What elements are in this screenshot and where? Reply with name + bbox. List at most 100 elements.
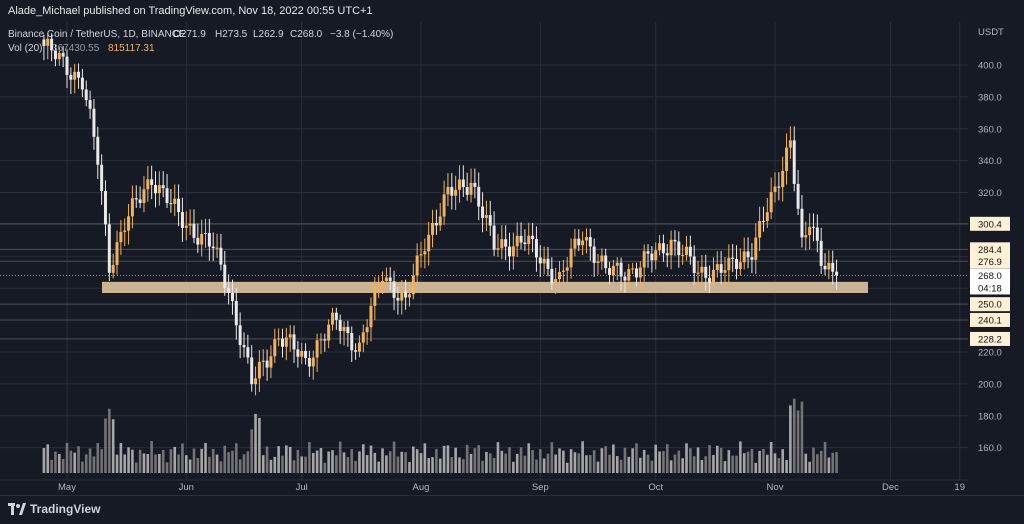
candle-body <box>377 285 381 287</box>
candle-body <box>688 246 692 257</box>
volume-bar <box>450 457 454 473</box>
candle-body <box>304 350 308 359</box>
volume-bar <box>381 448 384 473</box>
volume-bar <box>789 405 792 473</box>
volume-bars <box>42 398 838 473</box>
candle-body <box>254 378 258 385</box>
volume-bar <box>812 447 815 473</box>
candle-body <box>46 38 50 46</box>
volume-bar <box>758 450 761 473</box>
candle-body <box>654 250 658 261</box>
candle-body <box>742 251 746 263</box>
volume-bar <box>646 454 650 473</box>
candle-body <box>542 258 546 264</box>
candle-body <box>511 246 515 257</box>
y-tick-label: 340.0 <box>978 156 1002 167</box>
volume-bar <box>508 447 511 473</box>
candle-body <box>315 340 319 358</box>
volume-bar <box>188 459 192 473</box>
volume-bar <box>138 449 142 473</box>
last-price-text: 268.0 <box>978 271 1002 282</box>
volume-bar <box>292 460 296 473</box>
candle-body <box>346 326 350 333</box>
candle-body <box>746 251 750 258</box>
volume-bar <box>242 454 246 473</box>
volume-bar <box>277 446 280 473</box>
volume-bar <box>704 456 708 473</box>
volume-bar <box>419 453 423 473</box>
volume-bar <box>492 457 496 473</box>
candle-body <box>638 267 642 278</box>
last-price-tag <box>970 268 1010 295</box>
candle-body <box>138 199 142 203</box>
volume-bar <box>577 453 581 473</box>
candle-body <box>296 349 300 357</box>
volume-bar <box>481 460 484 473</box>
volume-bar <box>427 458 430 473</box>
volume-bar <box>261 455 265 473</box>
candle-body <box>184 225 188 228</box>
candle-body <box>73 71 77 80</box>
price-level-tag-text: 300.4 <box>978 219 1002 230</box>
support-zone <box>102 281 868 294</box>
candle-body <box>381 280 385 286</box>
volume-bar <box>642 449 646 473</box>
candle-body <box>69 74 73 80</box>
candle-body <box>769 191 773 213</box>
candle-body <box>219 247 223 265</box>
volume-bar <box>504 453 507 473</box>
candle-body <box>323 339 327 341</box>
volume-bar <box>104 418 107 473</box>
price-level-tag <box>970 331 1010 346</box>
ohlc-legend: Binance Coin / TetherUS, 1D, BINANCE O27… <box>8 29 393 54</box>
volume-bar <box>358 451 361 473</box>
price-level-tag-text: 250.0 <box>978 300 1002 311</box>
candle-body <box>284 337 288 347</box>
candle-body <box>738 262 742 270</box>
volume-bar <box>658 451 661 473</box>
volume-bar <box>319 448 323 473</box>
candle-body <box>519 235 523 243</box>
volume-bar <box>265 446 269 473</box>
volume-bar <box>100 449 103 473</box>
candle-body <box>404 291 408 298</box>
volume-bar <box>766 454 769 473</box>
volume-bar <box>296 449 300 473</box>
volume-bar <box>42 448 46 473</box>
candle-body <box>488 215 492 226</box>
candle-body <box>665 253 669 256</box>
volume-bar <box>161 450 165 473</box>
volume-bar <box>623 447 627 473</box>
candle-body <box>65 56 69 75</box>
candle-body <box>815 227 819 241</box>
candle-body <box>565 267 569 271</box>
candle-body <box>88 100 92 109</box>
y-tick-label: 400.0 <box>978 61 1002 72</box>
volume-bar <box>827 457 831 473</box>
candle-body <box>577 238 581 246</box>
volume-bar <box>485 451 488 473</box>
volume-bar <box>177 454 180 473</box>
candle-body <box>504 239 508 247</box>
y-tick-label: 380.0 <box>978 92 1002 103</box>
volume-bar <box>404 452 407 473</box>
y-tick-label: 160.0 <box>978 443 1002 454</box>
candle-body <box>823 265 827 270</box>
candle-body <box>492 225 496 250</box>
volume-bar <box>58 454 61 473</box>
volume-bar <box>254 413 257 473</box>
volume-bar <box>600 448 604 473</box>
candle-body <box>200 233 204 245</box>
volume-bar <box>692 456 696 473</box>
candle-body <box>692 256 696 273</box>
volume-bar <box>331 450 334 473</box>
volume-bar <box>612 444 615 473</box>
volume-bar <box>119 443 123 473</box>
volume-bar <box>438 458 442 473</box>
candle-body <box>407 294 411 298</box>
price-level-tag-text: 276.9 <box>978 257 1002 268</box>
volume-bar <box>681 458 684 473</box>
price-chart[interactable]: 160.0180.0200.0220.0240.0260.0280.0300.0… <box>0 22 1024 495</box>
volume-bar <box>550 442 554 473</box>
price-level-tag <box>970 312 1010 327</box>
